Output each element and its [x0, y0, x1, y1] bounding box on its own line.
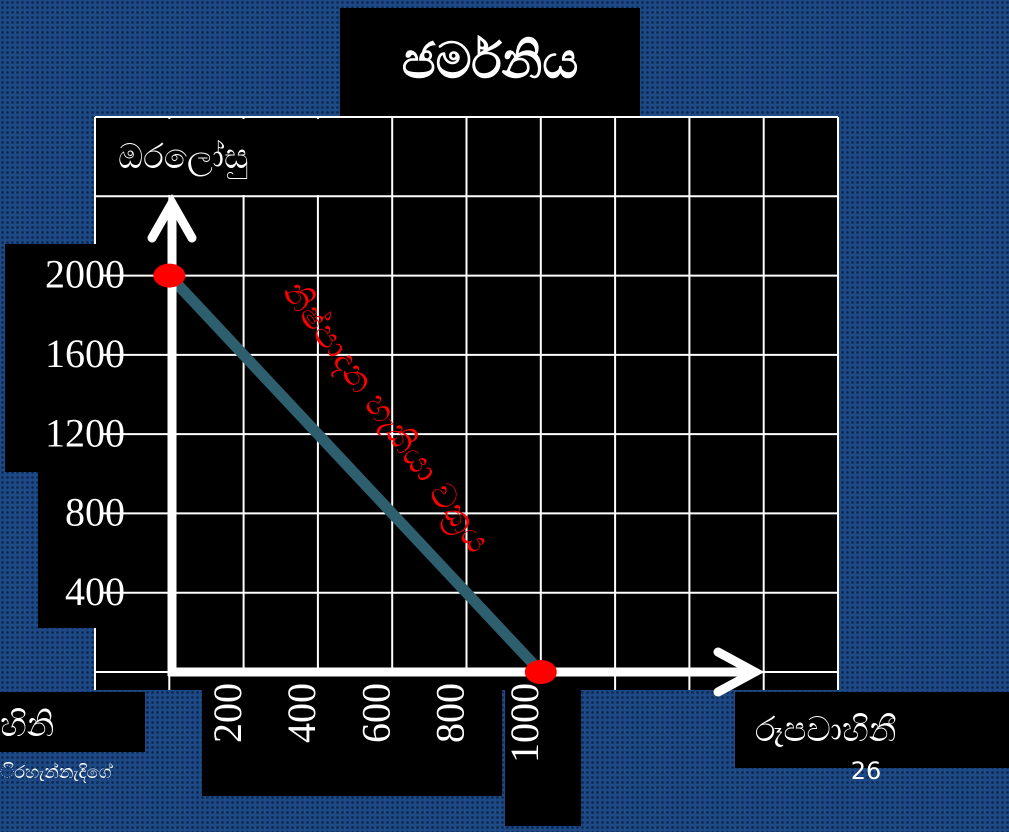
y-arrow	[147, 193, 197, 243]
y-tick-label: 800	[65, 490, 125, 535]
x-axis-label: රූපවාහිනී	[755, 712, 896, 749]
footer-author: ිරහැන්නැදිගේ	[0, 762, 113, 783]
y-tick-label: 2000	[45, 252, 125, 297]
x-ticks-box	[202, 676, 502, 796]
x-label-box	[735, 692, 1009, 768]
x-tick-label: 800	[428, 683, 473, 743]
left-label: හිනි	[0, 707, 54, 744]
y-ticks-box	[5, 244, 100, 472]
grid	[94, 116, 839, 690]
title-box	[340, 8, 640, 116]
y-tick-label: 1200	[45, 410, 125, 455]
x-tick-label: 200	[205, 683, 250, 743]
x-arrow	[713, 647, 765, 697]
y-axis-label: ඔරලෝසු	[118, 138, 248, 179]
y-tick-label: 400	[65, 569, 125, 614]
chart-title: ජර්මනිය	[402, 32, 579, 90]
x-tick-label: 600	[353, 683, 398, 743]
page-number: 26	[851, 757, 882, 785]
x-tick-label: 400	[279, 683, 324, 743]
curve	[163, 270, 547, 678]
y-tick-label: 1600	[45, 331, 125, 376]
y-ticks-box	[38, 472, 100, 628]
x-ticks-box	[505, 676, 581, 826]
left-label-box	[0, 692, 145, 752]
y-label-box	[97, 119, 377, 195]
point	[524, 660, 557, 684]
x-tick-label: 1000	[502, 683, 547, 763]
point	[153, 263, 186, 288]
